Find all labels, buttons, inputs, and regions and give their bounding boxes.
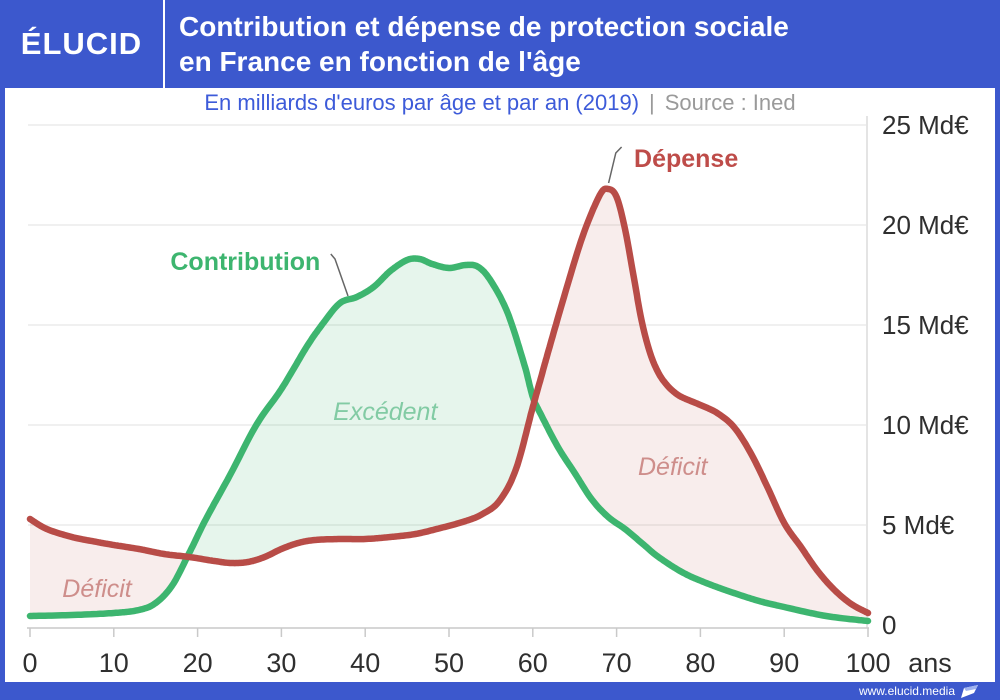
excedent-area <box>187 258 535 564</box>
x-tick-label: 10 <box>99 648 129 678</box>
title-block: Contribution et dépense de protection so… <box>163 9 789 79</box>
y-tick-label: 15 Md€ <box>882 310 969 340</box>
region-label-dficit: Déficit <box>638 453 709 481</box>
x-tick-label: 90 <box>769 648 799 678</box>
label-connector <box>607 146 623 184</box>
curve-label-dpense: Dépense <box>634 145 738 173</box>
right-border <box>995 88 1000 682</box>
subtitle-source: Source : Ined <box>664 90 796 115</box>
y-tick-label: 10 Md€ <box>882 410 969 440</box>
y-tick-label: 20 Md€ <box>882 210 969 240</box>
header: ÉLUCID Contribution et dépense de protec… <box>0 0 1000 88</box>
footer-url: www.elucid.media <box>858 684 955 698</box>
x-tick-label: 60 <box>518 648 548 678</box>
y-tick-label: 0 <box>882 610 896 640</box>
x-tick-label: 0 <box>22 648 37 678</box>
page-title-line2: en France en fonction de l'âge <box>179 46 581 77</box>
curve-label-contribution: Contribution <box>170 248 320 276</box>
x-tick-label: 80 <box>685 648 715 678</box>
contribution-curve <box>26 255 872 625</box>
x-tick-label: 30 <box>266 648 296 678</box>
left-border <box>0 88 5 682</box>
x-axis-unit-label: ans <box>908 648 952 678</box>
page-title-line1: Contribution et dépense de protection so… <box>179 11 789 42</box>
label-connector <box>330 253 349 297</box>
chart-subtitle: En milliards d'euros par âge et par an (… <box>0 90 1000 116</box>
x-tick-label: 40 <box>350 648 380 678</box>
subtitle-separator: | <box>649 90 655 115</box>
x-tick-label: 70 <box>602 648 632 678</box>
subtitle-units: En milliards d'euros par âge et par an (… <box>204 90 640 115</box>
x-tick-label: 100 <box>845 648 890 678</box>
region-label-excdent: Excédent <box>333 398 438 426</box>
depense-curve <box>26 185 872 617</box>
x-tick-label: 20 <box>183 648 213 678</box>
x-tick-label: 50 <box>434 648 464 678</box>
header-divider <box>163 0 165 88</box>
y-tick-label: 25 Md€ <box>882 110 969 140</box>
elucid-logo: ÉLUCID <box>20 26 143 61</box>
footer: www.elucid.media <box>0 682 1000 700</box>
deficit-area <box>534 188 867 621</box>
elucid-flag-icon <box>961 684 978 698</box>
region-label-dficit: Déficit <box>62 575 133 603</box>
y-tick-label: 5 Md€ <box>882 510 955 540</box>
deficit-area <box>30 519 188 616</box>
